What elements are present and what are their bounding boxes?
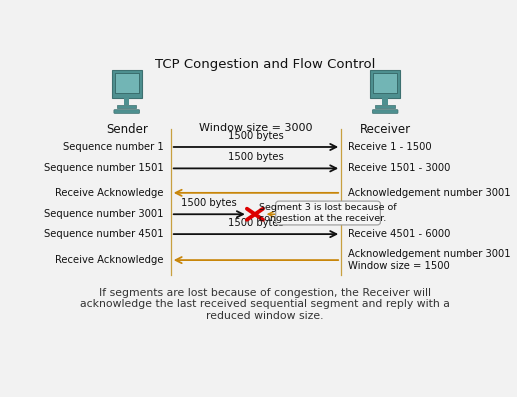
FancyBboxPatch shape [115, 73, 139, 93]
Text: Acknowledgement number 3001: Acknowledgement number 3001 [348, 188, 511, 198]
FancyBboxPatch shape [276, 201, 381, 225]
Text: Sequence number 1: Sequence number 1 [63, 142, 163, 152]
Text: TCP Congestion and Flow Control: TCP Congestion and Flow Control [155, 58, 375, 71]
Text: 1500 bytes: 1500 bytes [228, 131, 284, 141]
Text: Sequence number 3001: Sequence number 3001 [44, 209, 163, 219]
Text: Receive 1 - 1500: Receive 1 - 1500 [348, 142, 432, 152]
Text: 1500 bytes: 1500 bytes [228, 218, 284, 228]
Text: Sequence number 1501: Sequence number 1501 [44, 164, 163, 173]
Text: If segments are lost because of congestion, the Receiver will
acknowledge the la: If segments are lost because of congesti… [80, 287, 450, 321]
Text: Segment 3 is lost because of
congestion at the receiver.: Segment 3 is lost because of congestion … [259, 203, 397, 223]
Text: Window size = 3000: Window size = 3000 [200, 123, 313, 133]
Text: Receive 1501 - 3000: Receive 1501 - 3000 [348, 164, 451, 173]
FancyBboxPatch shape [114, 110, 140, 114]
Text: 1500 bytes: 1500 bytes [228, 152, 284, 162]
Text: Sender: Sender [106, 123, 148, 135]
FancyBboxPatch shape [124, 98, 129, 105]
FancyBboxPatch shape [375, 105, 395, 108]
FancyBboxPatch shape [373, 73, 397, 93]
Text: Sequence number 4501: Sequence number 4501 [44, 229, 163, 239]
FancyBboxPatch shape [117, 105, 136, 108]
Text: 1500 bytes: 1500 bytes [181, 198, 237, 208]
Text: Acknowledgement number 3001
Window size = 1500: Acknowledgement number 3001 Window size … [348, 249, 511, 271]
FancyBboxPatch shape [383, 98, 388, 105]
FancyBboxPatch shape [372, 110, 398, 114]
Text: Receiver: Receiver [360, 123, 410, 135]
Text: Receive Acknowledge: Receive Acknowledge [55, 255, 163, 265]
Text: Receive Acknowledge: Receive Acknowledge [55, 188, 163, 198]
FancyBboxPatch shape [112, 70, 142, 98]
FancyBboxPatch shape [370, 70, 400, 98]
Text: Receive 4501 - 6000: Receive 4501 - 6000 [348, 229, 451, 239]
